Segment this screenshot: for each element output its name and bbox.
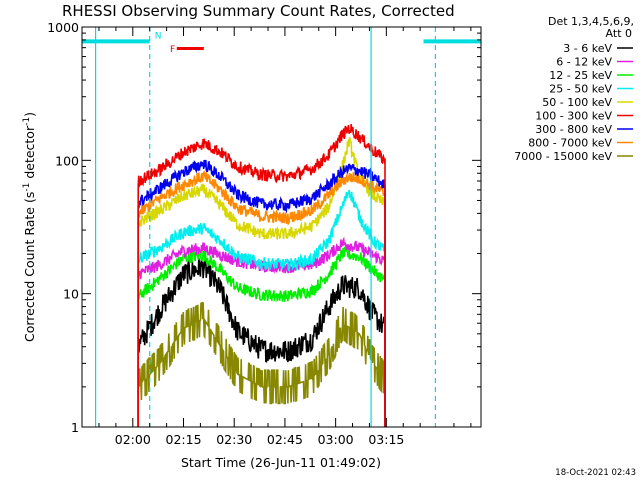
legend-label: 25 - 50 keV <box>549 83 612 96</box>
y-tick-label: 1 <box>71 420 79 435</box>
y-axis-label: Corrected Count Rate (s-1 detector-1) <box>22 112 37 342</box>
y-tick-label: 1000 <box>47 20 79 35</box>
legend-header-detectors: Det 1,3,4,5,6,9, <box>548 15 634 28</box>
legend-label: 100 - 300 keV <box>535 110 612 123</box>
legend-label: 50 - 100 keV <box>542 96 612 109</box>
legend-item: 25 - 50 keV <box>549 83 633 96</box>
legend-item: 300 - 800 keV <box>535 123 633 136</box>
x-tick-label: 02:00 <box>115 432 151 447</box>
overlay-layer: NF <box>82 27 481 427</box>
flag-label-f: F <box>170 45 175 55</box>
series-line <box>137 246 386 427</box>
legend-label: 300 - 800 keV <box>535 123 612 136</box>
y-tick-label: 10 <box>63 287 79 302</box>
legend-header-attenuator: Att 0 <box>606 27 632 40</box>
x-tick-label: 02:30 <box>216 432 252 447</box>
chart-title: RHESSI Observing Summary Count Rates, Co… <box>62 2 455 20</box>
flag-label-n: N <box>155 32 162 42</box>
y-tick-label: 100 <box>55 153 79 168</box>
legend-item: 12 - 25 keV <box>549 69 633 82</box>
legend-item: 6 - 12 keV <box>556 56 633 69</box>
x-tick-label: 03:15 <box>368 432 404 447</box>
series-line <box>137 159 386 427</box>
series-layer <box>137 124 386 427</box>
legend-item: 50 - 100 keV <box>542 96 633 109</box>
series-25-50-kev <box>137 189 386 427</box>
legend-item: 800 - 7000 keV <box>528 137 633 150</box>
series-line <box>137 170 386 427</box>
legend-label: 7000 - 15000 keV <box>514 150 612 163</box>
series-100-300-kev <box>137 124 386 427</box>
legend-label: 3 - 6 keV <box>563 42 612 55</box>
y-axis: 1 10 100 1000 <box>47 20 481 435</box>
series-12-25-kev <box>137 246 386 427</box>
generation-timestamp: 18-Oct-2021 02:43 <box>555 468 636 478</box>
x-tick-label: 02:15 <box>166 432 202 447</box>
series-line <box>137 256 386 427</box>
legend-item: 7000 - 15000 keV <box>514 150 633 163</box>
series-7000-15000-kev <box>137 301 386 427</box>
x-axis: 02:00 02:15 02:30 02:45 03:00 03:15 <box>98 27 472 447</box>
series-line <box>137 124 386 427</box>
series-line <box>137 189 386 427</box>
series-line <box>137 137 386 427</box>
x-tick-label: 03:00 <box>318 432 354 447</box>
legend-item: 3 - 6 keV <box>563 42 633 55</box>
series-800-7000-kev <box>137 170 386 427</box>
series-50-100-kev <box>137 137 386 427</box>
series-3-6-kev <box>137 256 386 427</box>
series-300-800-kev <box>137 159 386 427</box>
legend-item: 100 - 300 keV <box>535 110 633 123</box>
legend-label: 800 - 7000 keV <box>528 137 612 150</box>
legend-label: 12 - 25 keV <box>549 69 612 82</box>
legend-label: 6 - 12 keV <box>556 56 612 69</box>
plot-frame <box>81 26 482 428</box>
series-line <box>137 301 386 427</box>
x-axis-label: Start Time (26-Jun-11 01:49:02) <box>181 455 381 470</box>
x-tick-label: 02:45 <box>267 432 303 447</box>
